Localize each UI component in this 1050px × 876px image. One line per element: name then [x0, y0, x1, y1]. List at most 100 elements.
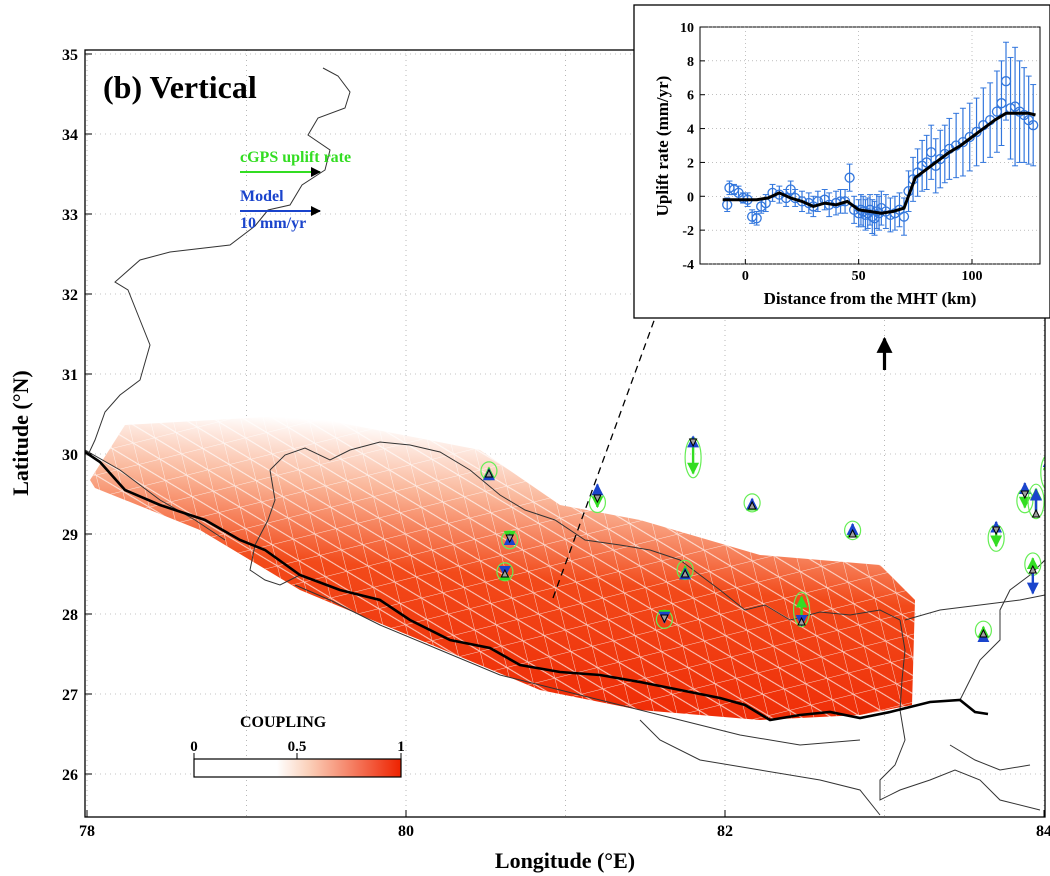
colorbar-tick-label-1: 1 [397, 739, 405, 755]
station-triangle [797, 616, 806, 626]
station-triangle [660, 614, 669, 624]
station-triangle [747, 500, 757, 510]
legend-observed-label: cGPS uplift rate [240, 149, 351, 166]
velocity-arrows [480, 274, 1045, 643]
error-ellipse [1040, 455, 1045, 490]
error-ellipse [843, 520, 862, 541]
inset-observed-series [722, 41, 1039, 236]
station-triangle [688, 438, 698, 448]
inset-x-tick-label: 0 [742, 269, 749, 284]
station-triangle [979, 628, 988, 638]
gps-station [1024, 552, 1042, 595]
gps-station [1040, 455, 1045, 490]
profile-line [552, 317, 656, 599]
error-ellipse [743, 493, 761, 513]
colorbar-tick-label-05: 0.5 [288, 739, 307, 755]
legend-model-label: Model [240, 188, 284, 205]
map-frame [84, 49, 1046, 818]
inset-x-axis-label: Distance from the MHT (km) [764, 289, 977, 308]
inset-panel: 0 50 100 -4 -2 0 2 4 6 8 10 Distance from the MHT … [633, 4, 1050, 319]
map-content [85, 50, 1045, 817]
inset-y-tick-label: 4 [687, 123, 694, 138]
legend-scale-label: 10 mm/yr [240, 215, 306, 232]
inset-y-tick-label: -4 [682, 258, 694, 273]
gps-station [974, 620, 992, 643]
map-x-tick-label: 84 [1036, 823, 1050, 840]
inset-observed-point [751, 213, 762, 224]
map-y-tick-label: 35 [62, 47, 78, 64]
gps-station [987, 520, 1005, 552]
inset-y-axis-label: Uplift rate (mm/yr) [653, 76, 672, 217]
colorbar-title: COUPLING [240, 714, 327, 731]
main-frontal-thrust [85, 450, 989, 722]
inset-observed-point [844, 172, 855, 183]
gps-station [501, 530, 519, 550]
station-triangle [848, 528, 857, 538]
map-x-axis-label: Longitude (°E) [495, 848, 635, 873]
error-ellipse [496, 562, 514, 582]
map-y-tick-label: 32 [62, 287, 78, 304]
gps-station [655, 609, 673, 629]
station-triangle [1020, 490, 1030, 500]
country-borders [85, 67, 1045, 816]
station-triangle [593, 494, 602, 504]
colorbar-gradient [193, 758, 402, 778]
inset-y-tick-label: 10 [680, 21, 694, 36]
gps-station [480, 461, 498, 481]
gps-station [676, 559, 694, 581]
border-nepal-north [269, 441, 901, 621]
inset-x-tick-label: 100 [962, 269, 983, 284]
border-bhutan [904, 594, 1045, 621]
station-triangle [1031, 508, 1041, 518]
map-y-tick-label: 29 [62, 527, 78, 544]
gps-station [496, 562, 514, 582]
inset-model-curve [722, 111, 1036, 215]
error-ellipse [1027, 483, 1045, 520]
inset-y-tick-label: 8 [687, 55, 694, 70]
inset-gridlines [700, 26, 1040, 265]
station-triangle [1028, 564, 1038, 574]
map-y-tick-label: 30 [62, 447, 78, 464]
border-india-china-west [87, 67, 351, 456]
inset-y-tick-label: 2 [687, 156, 694, 171]
gps-station [1016, 482, 1034, 514]
map-x-tick-label: 78 [79, 823, 95, 840]
map-y-tick-label: 28 [62, 607, 78, 624]
border-state-2 [294, 584, 861, 746]
map-y-tick-label: 34 [62, 127, 78, 144]
station-triangle [500, 568, 510, 578]
station-triangle [505, 534, 514, 544]
map-x-tick-label: 80 [398, 823, 414, 840]
inset-x-tick-label: 50 [852, 269, 866, 284]
gps-station [1027, 483, 1045, 520]
station-triangle [484, 468, 494, 478]
border-state-3 [639, 719, 881, 816]
map-y-tick-label: 33 [62, 207, 78, 224]
gps-station [684, 435, 702, 479]
station-triangle [680, 568, 690, 578]
gps-station [588, 483, 607, 514]
inset-axis-ticks: 0 50 100 -4 -2 0 2 4 6 8 10 [680, 21, 983, 284]
coupling-colorbar: COUPLING 0 0.5 1 [190, 714, 405, 778]
gps-station [743, 493, 761, 513]
error-ellipse [676, 559, 694, 581]
map-y-tick-label: 26 [62, 767, 78, 784]
border-state-1 [85, 449, 226, 541]
border-china-east [959, 559, 1045, 701]
border-india-east [879, 619, 1041, 811]
colorbar-tick-label-0: 0 [190, 739, 198, 755]
gps-station [843, 520, 862, 541]
map-x-tick-label: 82 [717, 823, 733, 840]
inset-observed-point [898, 211, 910, 222]
inset-y-tick-label: -2 [682, 224, 694, 239]
map-axis-ticks: 7880828486889026272829303132333435 [62, 47, 1050, 840]
station-triangle [1044, 488, 1045, 490]
border-nepal-west [249, 469, 301, 586]
border-state-4 [949, 744, 1031, 771]
map-y-tick-label: 31 [62, 367, 78, 384]
panel-label: (b) Vertical [103, 69, 257, 105]
map-y-axis-label: Latitude (°N) [8, 370, 33, 496]
inset-y-tick-label: 6 [687, 89, 694, 104]
gps-station [792, 591, 811, 628]
